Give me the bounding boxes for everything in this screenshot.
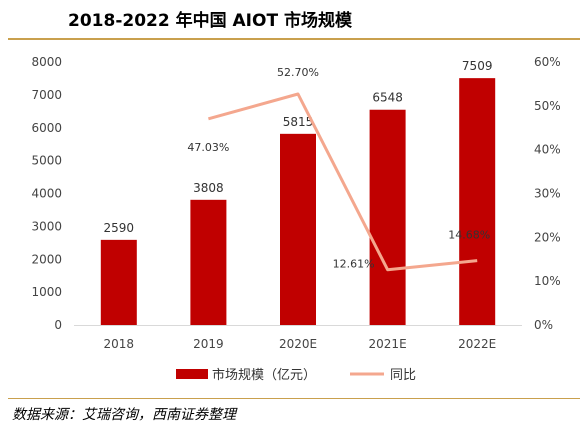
bar [369,109,406,325]
legend-line-label: 同比 [390,368,416,383]
left-tick-label: 2000 [31,252,62,266]
x-tick-label: 2021E [369,337,407,351]
right-tick-label: 60% [534,55,561,69]
bar-value-label: 5815 [283,115,314,129]
bar [280,133,316,325]
left-tick-label: 8000 [31,55,62,69]
left-tick-label: 3000 [31,219,62,233]
left-tick-label: 4000 [31,187,62,201]
left-tick-label: 6000 [31,121,62,135]
bar [190,199,227,325]
bar-value-label: 6548 [372,91,403,105]
x-tick-label: 2019 [193,337,224,351]
left-tick-label: 7000 [31,88,62,102]
left-axis-ticks: 0 1000 2000 3000 4000 5000 6000 7000 8000 [31,55,62,332]
right-axis-ticks: 0% 10% 20% 30% 40% 50% 60% [534,55,561,332]
bar-value-label: 7509 [462,59,493,73]
bar-series [100,78,496,325]
legend-bar-label: 市场规模（亿元） [212,367,316,383]
left-tick-label: 0 [54,318,62,332]
right-tick-label: 0% [534,318,553,332]
left-tick-label: 1000 [31,285,62,299]
chart-canvas: 0 1000 2000 3000 4000 5000 6000 7000 8000 0% 10% 2… [31,55,561,383]
chart-title: 2018-2022 年中国 AIOT 市场规模 [68,11,352,31]
right-tick-label: 30% [534,187,561,201]
bar [459,78,496,325]
bar-data-labels: 2590 3808 5815 6548 7509 [104,59,493,235]
title-divider [8,38,580,40]
footer-divider [8,398,580,399]
growth-value-label: 47.03% [187,141,229,154]
growth-value-label: 52.70% [277,66,319,79]
growth-value-label: 12.61% [333,258,375,271]
bar [100,239,137,325]
legend: 市场规模（亿元） 同比 [176,367,416,383]
right-tick-label: 50% [534,99,561,113]
right-tick-label: 40% [534,143,561,157]
growth-value-label: 14.68% [448,229,490,242]
right-tick-label: 10% [534,274,561,288]
bar-value-label: 2590 [104,221,135,235]
growth-line [207,92,478,272]
source-note: 数据来源：艾瑞咨询，西南证券整理 [12,407,236,423]
line-data-labels: 47.03% 52.70% 12.61% 14.68% [187,66,490,271]
x-tick-label: 2020E [279,337,317,351]
line-series [207,92,478,272]
legend-bar-swatch [176,369,208,379]
bar-value-label: 3808 [193,181,224,195]
right-tick-label: 20% [534,230,561,244]
x-tick-label: 2022E [458,337,496,351]
x-axis-ticks: 2018 2019 2020E 2021E 2022E [104,337,497,351]
left-tick-label: 5000 [31,154,62,168]
x-tick-label: 2018 [104,337,135,351]
